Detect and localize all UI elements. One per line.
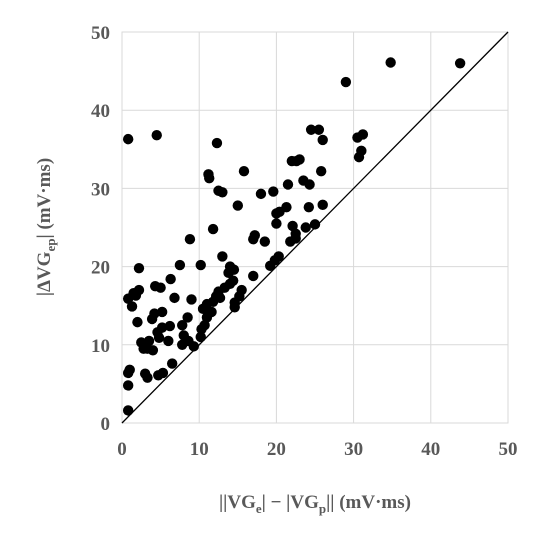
data-point [309,219,321,230]
data-point [204,173,215,184]
y-axis-title: |ΔVGep| (mV·ms) [34,158,58,296]
data-point [155,282,166,293]
data-point [356,145,367,157]
y-tick-label: 40 [91,101,110,122]
data-point [282,179,294,190]
data-point [255,188,267,200]
y-tick-label: 10 [91,336,110,357]
data-point [166,358,178,369]
x-tick-label: 30 [344,439,363,460]
x-tick-labels: 0 10 20 30 40 50 [117,439,517,460]
data-point [153,370,164,381]
data-point [238,165,250,177]
y-tick-labels: 0 10 20 30 40 50 [91,23,110,435]
data-point [340,76,352,88]
data-point [227,275,239,286]
data-point [236,284,247,296]
data-point [197,303,209,315]
data-point [184,234,196,245]
data-point [139,368,151,379]
data-point [177,320,188,331]
data-point [259,236,271,247]
x-tick-label: 10 [190,439,209,460]
x-axis-title: ||VGe| − |VGp|| (mV·ms) [219,492,411,516]
data-point [147,345,159,356]
data-point [133,262,145,274]
data-point [224,261,236,272]
data-point [182,312,193,323]
data-point [213,185,224,196]
data-point [232,200,243,211]
x-tick-label: 40 [421,439,440,460]
data-point [300,222,311,233]
data-point [273,251,284,262]
y-tick-label: 50 [91,23,110,44]
x-tick-label: 0 [117,439,127,460]
data-point [188,341,199,352]
data-point [304,179,315,190]
data-point [122,367,134,379]
data-point [165,273,176,285]
data-point [290,228,301,239]
data-point [126,301,138,312]
data-point [169,292,180,304]
data-point [153,332,165,343]
data-point [315,165,327,177]
data-point [271,218,282,229]
data-point [317,134,328,146]
plot-frame [121,31,509,424]
data-point [164,320,176,332]
data-point [268,186,279,197]
data-point [214,292,226,304]
data-point [122,133,134,145]
data-point [122,405,134,416]
y-tick-label: 20 [91,258,110,279]
data-point [229,302,240,313]
data-point [143,335,155,347]
data-point [249,230,260,241]
data-point [132,316,143,328]
data-point [206,306,217,318]
data-point [357,129,369,140]
data-point [199,320,210,331]
data-point [287,220,298,232]
data-point [151,130,162,141]
y-tick-label: 30 [91,179,110,200]
data-point [177,339,188,350]
data-point [248,270,259,282]
data-point [313,124,325,135]
data-point [211,137,223,149]
data-point [156,306,168,318]
data-points [122,57,466,416]
data-point [207,223,219,235]
data-point [174,259,186,271]
data-point [186,294,197,305]
data-point [294,154,305,165]
data-point [305,124,317,135]
data-point [317,199,328,211]
data-point [163,335,174,347]
data-point [281,201,292,213]
data-point [265,260,276,272]
data-point [217,251,228,262]
data-point [138,343,149,354]
data-point [122,380,134,391]
data-point [303,201,315,213]
data-point [454,58,466,69]
data-point [195,259,206,271]
x-tick-label: 50 [499,439,518,460]
data-point [146,313,158,325]
data-point [130,290,142,301]
data-point [195,331,206,343]
data-point [385,57,396,68]
x-tick-label: 20 [267,439,286,460]
y-tick-label: 0 [101,414,111,435]
